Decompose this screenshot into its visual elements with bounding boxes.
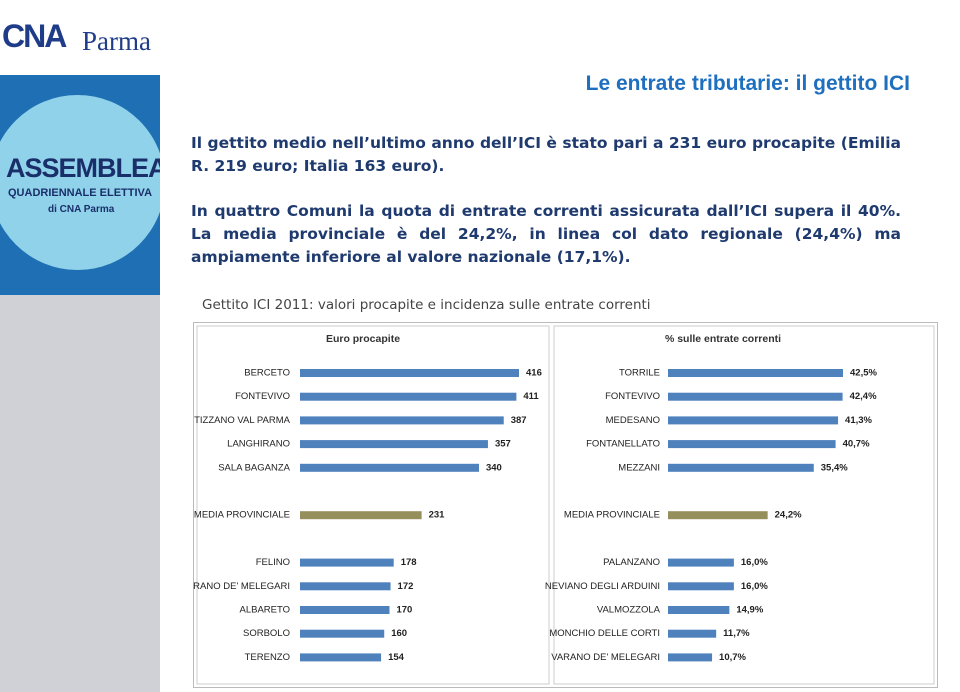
category-label: SORBOLO — [243, 628, 290, 639]
category-label: MONCHIO DELLE CORTI — [549, 628, 660, 639]
bar — [300, 558, 394, 567]
paragraph: Il gettito medio nell’ultimo anno dell’I… — [191, 134, 901, 175]
category-label: TIZZANO VAL PARMA — [194, 415, 291, 426]
poster-title: ASSEMBLEA — [6, 153, 160, 183]
value-label: 35,4% — [821, 462, 848, 473]
category-label: MEDIA PROVINCIALE — [564, 510, 660, 521]
charts: Euro procapite BERCETO 416 FONTEVIVO 411 TIZZ… — [193, 322, 938, 688]
category-label: TERENZO — [245, 652, 290, 663]
value-label: 42,4% — [850, 391, 877, 402]
poster: ASSEMBLEA QUADRIENNALE ELETTIVA di CNA P… — [0, 75, 160, 295]
logo-city: Parma — [82, 26, 151, 56]
category-label: FONTEVIVO — [235, 391, 290, 402]
bar — [668, 606, 730, 614]
category-label: FONTEVIVO — [605, 391, 660, 402]
bar — [668, 653, 713, 662]
value-label: 340 — [486, 462, 502, 473]
bar — [300, 629, 385, 638]
value-label: 11,7% — [723, 628, 750, 639]
bar — [300, 653, 382, 662]
value-label: 41,3% — [845, 415, 872, 426]
paragraph: In quattro Comuni la quota di entrate co… — [191, 202, 901, 266]
category-label: NEVIANO DEGLI ARDUINI — [545, 581, 660, 592]
bar — [668, 558, 734, 567]
bar — [668, 392, 843, 401]
category-label: ALBARETO — [239, 605, 290, 616]
chart-title: % sulle entrate correnti — [665, 333, 781, 345]
logo-brand: CNA — [2, 18, 67, 54]
bar — [300, 416, 504, 425]
category-label: TORRILE — [619, 368, 660, 379]
value-label: 178 — [401, 557, 417, 568]
bar — [668, 463, 814, 472]
slide-title: Le entrate tributarie: il gettito ICI — [585, 72, 910, 95]
logo: CNA Parma — [0, 0, 160, 75]
value-label: 14,9% — [736, 605, 763, 616]
value-label: 10,7% — [719, 652, 746, 663]
category-label: MEDIA PROVINCIALE — [194, 510, 290, 521]
value-label: 16,0% — [741, 581, 768, 592]
chart-title: Euro procapite — [326, 333, 400, 345]
bar — [300, 369, 519, 377]
category-label: MEDESANO — [606, 415, 660, 426]
category-label: VALMOZZOLA — [597, 605, 661, 616]
bar — [668, 440, 836, 449]
poster-circle — [0, 95, 160, 270]
value-label: 42,5% — [850, 368, 877, 379]
chart-caption: Gettito ICI 2011: valori procapite e inc… — [202, 297, 651, 313]
category-label: VARANO DE' MELEGARI — [193, 581, 290, 592]
bar — [300, 440, 488, 449]
value-label: 172 — [398, 581, 414, 592]
category-label: BERCETO — [244, 368, 290, 379]
category-label: LANGHIRANO — [227, 439, 290, 450]
value-label: 231 — [429, 510, 446, 521]
bar — [668, 369, 843, 377]
sidebar: CNA Parma ASSEMBLEA QUADRIENNALE ELETTIV… — [0, 0, 160, 692]
poster-subtitle: QUADRIENNALE ELETTIVA — [8, 187, 153, 199]
category-label: FELINO — [256, 557, 290, 568]
value-label: 160 — [391, 628, 407, 639]
bar — [300, 392, 517, 401]
bar — [668, 582, 734, 591]
value-label: 16,0% — [741, 557, 768, 568]
value-label: 40,7% — [843, 439, 870, 450]
value-label: 170 — [396, 605, 412, 616]
category-label: FONTANELLATO — [586, 439, 660, 450]
value-label: 387 — [511, 415, 527, 426]
bar — [668, 416, 839, 425]
category-label: VARANO DE' MELEGARI — [551, 652, 660, 663]
panel — [553, 325, 935, 685]
bar — [300, 511, 422, 520]
value-label: 357 — [495, 439, 511, 450]
category-label: MEZZANI — [618, 462, 660, 473]
bar — [300, 606, 390, 614]
bar — [300, 463, 479, 472]
poster-org: di CNA Parma — [48, 204, 115, 215]
category-label: PALANZANO — [603, 557, 660, 568]
value-label: 411 — [523, 391, 539, 402]
bar — [668, 629, 717, 638]
value-label: 24,2% — [775, 510, 802, 521]
value-label: 154 — [388, 652, 405, 663]
bar — [300, 582, 391, 591]
bar — [668, 511, 768, 520]
panel — [196, 325, 550, 685]
category-label: SALA BAGANZA — [218, 462, 290, 473]
value-label: 416 — [526, 368, 542, 379]
